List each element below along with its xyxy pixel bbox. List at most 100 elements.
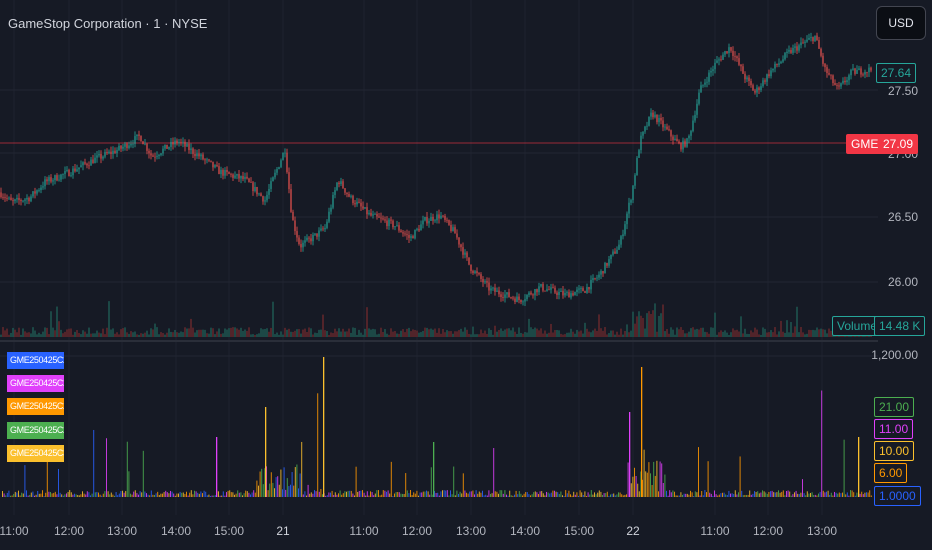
candle-body (246, 176, 248, 179)
volume-bar (458, 330, 460, 337)
options-volume-bar (114, 495, 115, 497)
candle-body (424, 217, 426, 221)
options-volume-bar (144, 491, 146, 497)
volume-bar (396, 333, 398, 337)
options-volume-bar (582, 494, 584, 497)
candle-body (754, 90, 756, 93)
options-volume-bar (106, 438, 107, 497)
options-volume-bar (390, 461, 392, 497)
options-volume-bar (283, 467, 285, 497)
candle-body (678, 141, 680, 144)
volume-bar (738, 331, 740, 337)
volume-bar (268, 331, 270, 337)
options-volume-bar (454, 495, 456, 497)
options-volume-bar (338, 493, 339, 497)
candle-body (194, 153, 196, 157)
options-volume-bar (58, 468, 59, 497)
volume-bar (202, 329, 204, 337)
time-tick: 11:00 (700, 524, 730, 538)
volume-bar (364, 328, 366, 337)
volume-bar (64, 331, 66, 337)
currency-button[interactable]: USD (876, 6, 926, 40)
volume-bar (246, 330, 248, 337)
options-volume-bar (163, 492, 165, 497)
options-volume-bar (272, 482, 274, 497)
options-volume-bar (834, 491, 835, 497)
options-volume-bar (56, 494, 58, 497)
options-volume-bar (795, 490, 797, 497)
candle-body (198, 153, 200, 157)
volume-bar (222, 333, 224, 337)
candle-body (708, 72, 710, 82)
candle-body (490, 288, 492, 291)
candle-body (14, 199, 16, 201)
candle-body (514, 298, 516, 302)
volume-bar (196, 330, 198, 337)
volume-bar (742, 333, 744, 337)
legend-item[interactable]: GME250425C27.5 (7, 352, 64, 369)
options-volume-bar (302, 494, 304, 497)
options-volume-bar (555, 491, 557, 497)
symbol-title: GameStop Corporation · 1 · NYSE (8, 16, 208, 31)
options-volume-spike (265, 407, 267, 497)
candle-body (210, 160, 212, 162)
candle-body (652, 112, 654, 118)
volume-bar (388, 334, 390, 337)
volume-bar (724, 330, 726, 337)
options-volume-bar (643, 449, 645, 497)
candle-body (780, 61, 782, 64)
candle-body (84, 162, 86, 164)
volume-bar (258, 333, 260, 337)
volume-bar (384, 329, 386, 337)
options-volume-bar (669, 490, 671, 497)
options-volume-bar (542, 493, 544, 497)
volume-bar (352, 327, 354, 337)
options-volume-bar (30, 492, 32, 497)
options-volume-bar (69, 490, 71, 497)
options-volume-bar (862, 494, 864, 497)
options-volume-bar (190, 490, 192, 497)
volume-label: Volume (832, 316, 883, 336)
options-volume-bar (573, 491, 575, 497)
volume-bar (240, 327, 242, 337)
candle-body (644, 126, 646, 132)
volume-bar (142, 333, 144, 337)
candle-body (124, 143, 126, 147)
options-volume-bar (613, 493, 615, 497)
options-volume-bar (451, 494, 453, 497)
candle-body (184, 141, 186, 147)
candle-body (126, 143, 128, 149)
options-volume-bar (98, 492, 99, 497)
options-volume-bar (24, 465, 26, 497)
options-volume-bar (466, 492, 467, 497)
candle-body (556, 292, 558, 296)
legend-item[interactable]: GME250425C30.0 (7, 445, 64, 462)
legend-item[interactable]: GME250425C29.0 (7, 422, 64, 439)
candle-body (840, 83, 842, 87)
volume-bar (824, 329, 826, 337)
options-volume-bar (310, 492, 312, 497)
candle-body (258, 193, 260, 195)
candle-body (12, 200, 14, 201)
candle-body (414, 229, 416, 239)
options-volume-bar (544, 495, 546, 497)
time-tick: 11:00 (0, 524, 29, 538)
candle-body (588, 287, 590, 290)
volume-bar (224, 328, 226, 337)
options-volume-bar (354, 495, 355, 497)
options-volume-bar (408, 493, 410, 497)
options-volume-bar (803, 493, 805, 497)
candle-body (740, 64, 742, 67)
candle-body (746, 77, 748, 80)
options-volume-bar (578, 495, 579, 497)
volume-bar (192, 327, 194, 337)
options-volume-bar (605, 493, 607, 497)
legend-item[interactable]: GME250425C27.0 (7, 375, 64, 392)
volume-bar (418, 332, 420, 337)
legend-item[interactable]: GME250425C28.0 (7, 398, 64, 415)
candle-body (454, 227, 456, 234)
candle-body (24, 199, 26, 201)
volume-bar (354, 327, 356, 337)
options-volume-bar (373, 495, 375, 497)
